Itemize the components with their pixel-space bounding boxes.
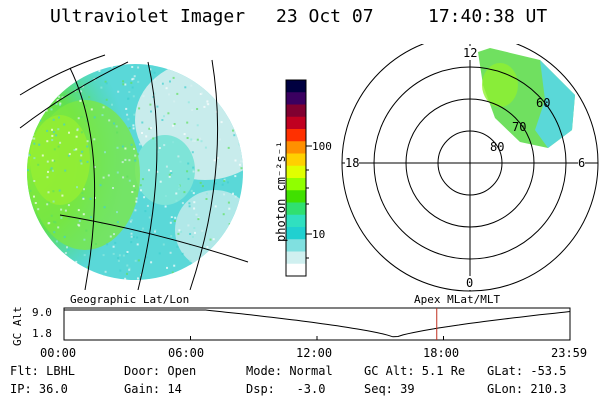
geographic-image bbox=[19, 54, 249, 290]
colorbar-tick-100: 100 bbox=[312, 140, 332, 153]
time-tick-1200: 12:00 bbox=[296, 346, 333, 360]
mlt-label-18: 18 bbox=[345, 156, 360, 170]
status-dsp: Dsp: -3.0 bbox=[246, 382, 326, 396]
status-ip: IP: 36.0 bbox=[10, 382, 68, 396]
time-tick-1800: 18:00 bbox=[423, 346, 460, 360]
mlat-label-60: 60 bbox=[536, 96, 551, 110]
time-tick-0000: 00:00 bbox=[40, 346, 77, 360]
mlt-label-6: 6 bbox=[578, 156, 586, 170]
alt-tick-9: 9.0 bbox=[32, 306, 52, 319]
status-filter: Flt: LBHL bbox=[10, 364, 76, 378]
polar-mlat-mlt-plot bbox=[341, 44, 599, 292]
time-tick-2359: 23:59 bbox=[551, 346, 588, 360]
status-glat: GLat: -53.5 bbox=[487, 364, 567, 378]
mlt-label-12: 12 bbox=[463, 46, 478, 60]
apex-caption: Apex MLat/MLT bbox=[414, 293, 501, 306]
alt-tick-1-8: 1.8 bbox=[32, 327, 52, 340]
status-glon: GLon: 210.3 bbox=[487, 382, 567, 396]
status-gain: Gain: 14 bbox=[124, 382, 182, 396]
colorbar-tick-10: 10 bbox=[312, 228, 326, 241]
mlt-label-0: 0 bbox=[466, 276, 474, 290]
instrument-title: Ultraviolet Imager bbox=[50, 6, 246, 27]
mlat-label-70: 70 bbox=[512, 120, 527, 134]
time-label: 17:40:38 UT bbox=[428, 6, 548, 27]
time-tick-0600: 06:00 bbox=[168, 346, 205, 360]
mlat-label-80: 80 bbox=[490, 140, 505, 154]
status-mode: Mode: Normal bbox=[246, 364, 333, 378]
geographic-caption: Geographic Lat/Lon bbox=[70, 293, 190, 306]
status-gc-alt: GC Alt: 5.1 Re bbox=[364, 364, 466, 378]
color-scale-bar bbox=[285, 79, 312, 277]
altitude-strip bbox=[63, 307, 571, 341]
date-label: 23 Oct 07 bbox=[276, 6, 374, 27]
colorbar-unit-label: photon cm⁻²s⁻¹ bbox=[274, 140, 288, 242]
status-door: Door: Open bbox=[124, 364, 197, 378]
status-seq: Seq: 39 bbox=[364, 382, 415, 396]
